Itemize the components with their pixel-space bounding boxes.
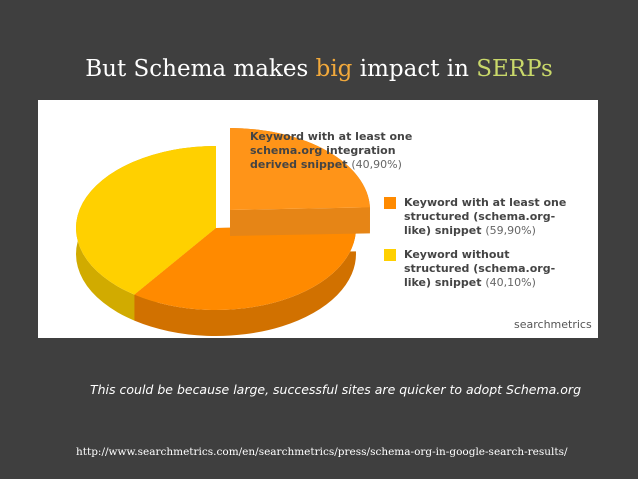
value-label: (40,10%)	[485, 276, 536, 289]
slice	[134, 225, 356, 310]
slice-side	[134, 225, 356, 336]
slice	[76, 145, 216, 295]
slice-label: Keyword with at least one schema.org int…	[250, 130, 440, 172]
legend-swatch	[384, 197, 396, 209]
label-text: Keyword with at least one structured (sc…	[404, 196, 567, 237]
caption: This could be because large, successful …	[90, 382, 581, 397]
label-text: Keyword without structured (schema.org-l…	[404, 248, 556, 289]
slice-side	[230, 207, 370, 236]
title-part: big	[315, 56, 353, 82]
pie-chart	[76, 128, 370, 336]
value-label: (40,90%)	[351, 158, 402, 171]
title-part: But Schema makes	[85, 56, 316, 82]
slice-label: Keyword without structured (schema.org-l…	[404, 248, 574, 290]
title-part: impact in	[352, 56, 477, 82]
legend-swatch	[384, 249, 396, 261]
label-text: Keyword with at least one schema.org int…	[250, 130, 413, 171]
slice-label: Keyword with at least one structured (sc…	[404, 196, 574, 238]
value-label: (59,90%)	[485, 224, 536, 237]
chart-image: searchmetrics Keyword with at least one …	[38, 100, 598, 338]
slide-title: But Schema makes big impact in SERPs	[0, 56, 638, 82]
slice	[230, 128, 370, 210]
source-url: http://www.searchmetrics.com/en/searchme…	[76, 446, 568, 458]
title-part: SERPs	[476, 56, 553, 82]
logo: searchmetrics	[514, 318, 592, 331]
